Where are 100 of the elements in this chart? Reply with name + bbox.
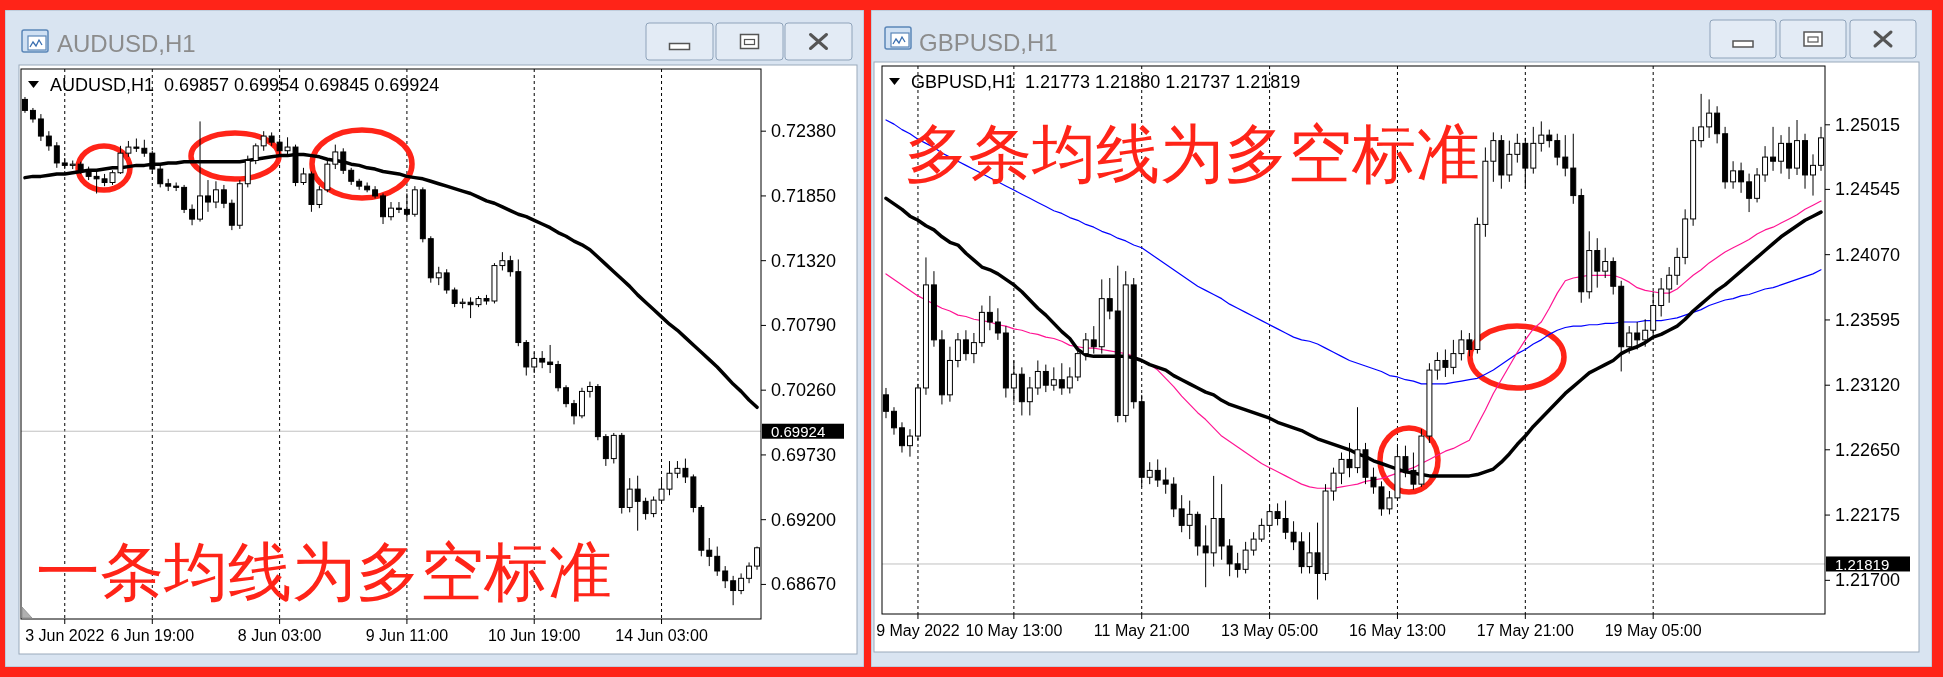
candlestick — [1706, 98, 1713, 139]
candlestick — [994, 307, 1001, 341]
y-tick-label: 0.68670 — [771, 574, 837, 595]
candlestick — [1746, 173, 1753, 213]
candlestick — [220, 184, 227, 209]
candlestick — [1154, 458, 1161, 488]
x-tick-label: 10 May 13:00 — [965, 622, 1063, 639]
candlestick — [1090, 325, 1097, 355]
y-tick-label: 0.69200 — [771, 509, 837, 530]
y-tick-label: 0.70790 — [771, 315, 837, 336]
y-tick-label: 0.71320 — [771, 250, 837, 271]
y-tick-label: 0.71850 — [771, 185, 837, 206]
candlestick — [746, 561, 753, 584]
candlestick — [555, 360, 562, 392]
candlestick — [1754, 167, 1761, 203]
candlestick — [1050, 366, 1057, 392]
candlestick — [435, 266, 442, 286]
candlestick — [1490, 131, 1497, 183]
chart-subtitle: GBPUSD,H1 1.21773 1.21880 1.21737 1.21819 — [911, 72, 1301, 92]
candlestick — [706, 537, 713, 567]
candlestick — [1626, 325, 1633, 355]
y-tick-label: 1.23595 — [1835, 309, 1901, 330]
x-tick-label: 17 May 21:00 — [1476, 622, 1574, 639]
candlestick — [1042, 364, 1049, 393]
candlestick — [626, 477, 633, 513]
x-tick-label: 16 May 13:00 — [1348, 622, 1447, 639]
candlestick — [1562, 134, 1569, 177]
candlestick — [1666, 266, 1673, 304]
candlestick — [970, 332, 977, 364]
candlestick — [1738, 162, 1745, 194]
x-tick-label: 19 May 05:00 — [1604, 622, 1702, 639]
y-tick-label: 0.70260 — [771, 380, 837, 401]
x-tick-label: 13 May 05:00 — [1221, 622, 1319, 639]
candlestick — [1506, 140, 1513, 183]
chart-title: AUDUSD,H1 — [57, 30, 196, 57]
annotation: 一条均线为多空标准 — [36, 536, 612, 608]
candlestick — [1714, 105, 1721, 144]
line-series — [885, 119, 1822, 385]
candlestick — [388, 201, 394, 221]
candlestick — [722, 565, 729, 589]
candlestick — [634, 475, 641, 532]
y-tick-label: 1.23120 — [1835, 375, 1901, 396]
candlestick — [1026, 376, 1033, 416]
y-tick-label: 1.21700 — [1835, 570, 1901, 591]
y-tick-label: 0.69730 — [771, 444, 837, 465]
candlestick — [714, 546, 721, 577]
candlestick — [563, 384, 570, 408]
x-tick-label: 9 Jun 11:00 — [365, 627, 449, 644]
y-tick-label: 1.24070 — [1835, 244, 1901, 265]
candlestick — [610, 432, 617, 464]
candlestick — [1778, 134, 1785, 175]
candlestick — [1762, 145, 1769, 183]
candlestick — [1602, 247, 1609, 279]
candlestick — [586, 381, 593, 399]
candlestick — [986, 295, 993, 331]
x-tick-label: 6 Jun 19:00 — [110, 627, 195, 644]
candlestick — [37, 113, 44, 142]
candlestick — [1074, 346, 1081, 382]
y-tick-label: 0.72380 — [771, 121, 837, 142]
ref-line-label: 1.21819 — [1835, 555, 1890, 573]
candlestick — [1178, 494, 1185, 533]
candlestick — [1202, 524, 1209, 588]
y-tick-label: 1.22175 — [1835, 505, 1901, 526]
candlestick — [1770, 126, 1777, 172]
candlestick — [228, 199, 235, 231]
ref-line-label: 0.69924 — [771, 422, 826, 440]
candlestick — [157, 164, 164, 188]
candlestick — [571, 399, 577, 425]
candlestick — [738, 572, 745, 595]
candlestick — [260, 130, 267, 152]
candlestick — [1634, 321, 1641, 350]
candlestick — [1514, 133, 1521, 164]
candlestick — [602, 433, 609, 467]
candlestick — [906, 428, 913, 458]
candlestick — [1810, 153, 1816, 197]
candlestick — [899, 421, 905, 454]
candlestick — [1698, 93, 1705, 148]
candlestick — [181, 184, 188, 214]
candlestick — [1642, 318, 1649, 348]
candlestick — [395, 201, 402, 214]
candlestick — [547, 344, 554, 374]
candlestick — [244, 155, 251, 188]
candlestick — [954, 332, 961, 368]
candlestick — [891, 406, 897, 436]
candlestick — [1554, 133, 1561, 166]
x-tick-label: 8 Jun 03:00 — [237, 627, 322, 644]
candlestick — [1058, 362, 1065, 396]
candlestick — [1082, 332, 1089, 361]
y-tick-label: 1.22650 — [1835, 439, 1901, 460]
candlestick — [1066, 366, 1073, 394]
candlestick — [1730, 160, 1737, 190]
x-tick-label: 10 Jun 19:00 — [487, 627, 581, 644]
candlestick — [45, 130, 52, 152]
candlestick — [1594, 237, 1601, 289]
candlestick — [1658, 277, 1665, 317]
candlestick — [1186, 500, 1193, 540]
candlestick — [443, 268, 450, 295]
candlestick — [730, 575, 737, 606]
x-tick-label: 3 Jun 2022 — [25, 627, 105, 644]
y-tick-label: 1.25015 — [1835, 114, 1901, 135]
